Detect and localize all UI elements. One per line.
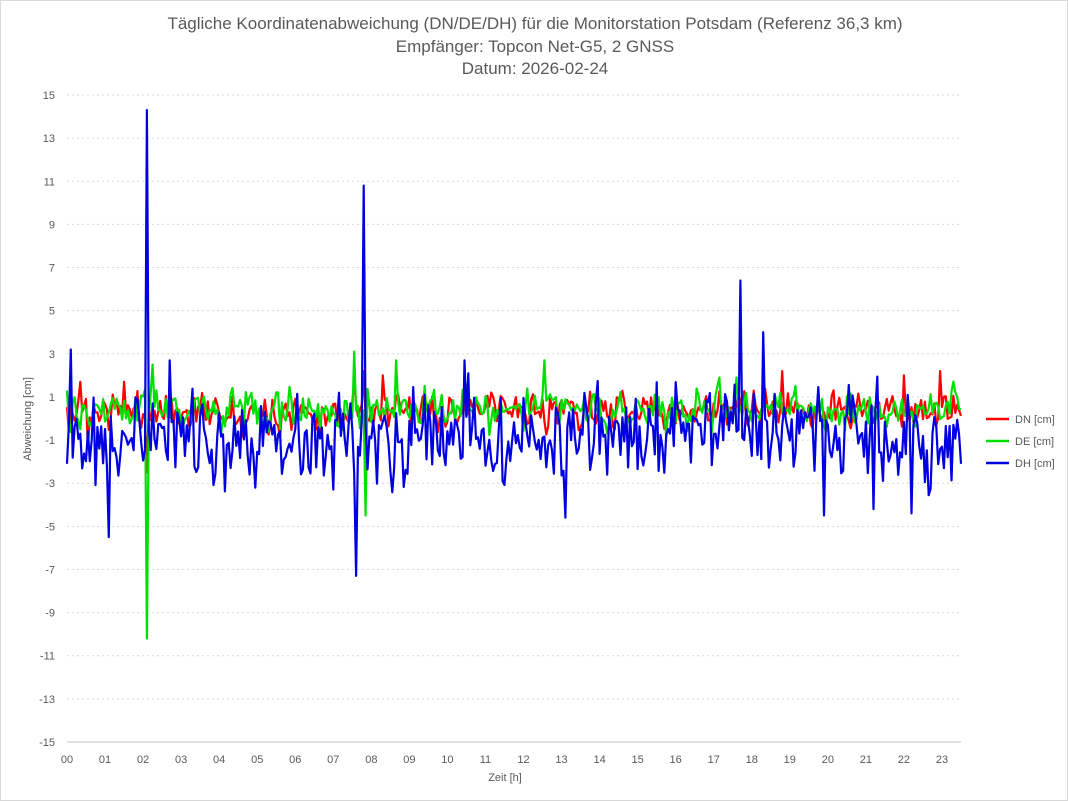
series-lines [65, 109, 963, 640]
y-tick-label: 1 [49, 392, 55, 404]
chart-title: Tägliche Koordinatenabweichung (DN/DE/DH… [167, 14, 902, 78]
x-tick-label: 02 [137, 754, 149, 766]
y-axis-title: Abweichung [cm] [22, 377, 34, 461]
y-tick-label: 15 [43, 90, 55, 102]
grid [67, 94, 961, 700]
x-tick-label: 17 [708, 754, 720, 766]
x-tick-label: 23 [936, 754, 948, 766]
x-tick-label: 03 [175, 754, 187, 766]
x-tick-label: 21 [860, 754, 872, 766]
x-tick-label: 12 [517, 754, 529, 766]
y-tick-label: 3 [49, 349, 55, 361]
y-tick-label: -11 [40, 651, 55, 663]
x-axis-ticks: 00 01 02 03 04 05 06 07 08 09 10 11 12 13 14 15 16 17 18 19… [61, 754, 948, 766]
y-tick-label: 13 [43, 133, 55, 145]
x-tick-label: 22 [898, 754, 910, 766]
legend-label: DE [cm] [1015, 436, 1054, 448]
series-line-dh [65, 109, 963, 577]
x-tick-label: 00 [61, 754, 73, 766]
x-tick-label: 20 [822, 754, 834, 766]
y-tick-label: -15 [39, 737, 55, 749]
x-tick-label: 01 [99, 754, 111, 766]
x-tick-label: 19 [784, 754, 796, 766]
x-tick-label: 08 [365, 754, 377, 766]
x-tick-label: 05 [251, 754, 263, 766]
y-tick-label: 9 [49, 219, 55, 231]
x-tick-label: 11 [480, 754, 491, 766]
y-tick-label: 7 [49, 263, 55, 275]
x-tick-label: 04 [213, 754, 225, 766]
x-tick-label: 07 [327, 754, 339, 766]
y-tick-label: -3 [45, 478, 55, 490]
y-tick-label: -7 [45, 564, 55, 576]
legend-label: DH [cm] [1015, 458, 1055, 470]
legend: DN [cm] DE [cm] DH [cm] [986, 414, 1055, 470]
x-tick-label: 16 [670, 754, 682, 766]
legend-label: DN [cm] [1015, 414, 1055, 426]
title-line-3: Datum: 2026-02-24 [462, 59, 608, 78]
y-tick-label: 11 [44, 176, 55, 188]
title-line-2: Empfänger: Topcon Net-G5, 2 GNSS [396, 37, 674, 56]
title-line-1: Tägliche Koordinatenabweichung (DN/DE/DH… [167, 14, 902, 33]
x-tick-label: 15 [632, 754, 644, 766]
series-line-de [65, 350, 962, 640]
x-tick-label: 09 [403, 754, 415, 766]
x-tick-label: 06 [289, 754, 301, 766]
y-tick-label: -13 [39, 694, 55, 706]
x-tick-label: 10 [441, 754, 453, 766]
y-tick-label: -1 [45, 435, 55, 447]
x-tick-label: 18 [746, 754, 758, 766]
y-tick-label: -5 [45, 521, 55, 533]
x-tick-label: 13 [555, 754, 567, 766]
y-axis-ticks: 15 13 11 9 7 5 3 1 -1 -3 -5 -7 -9 -11 -13 -15 [39, 90, 55, 749]
x-axis-title: Zeit [h] [488, 772, 522, 784]
y-tick-label: 5 [49, 306, 55, 318]
y-tick-label: -9 [45, 608, 55, 620]
x-tick-label: 14 [593, 754, 605, 766]
